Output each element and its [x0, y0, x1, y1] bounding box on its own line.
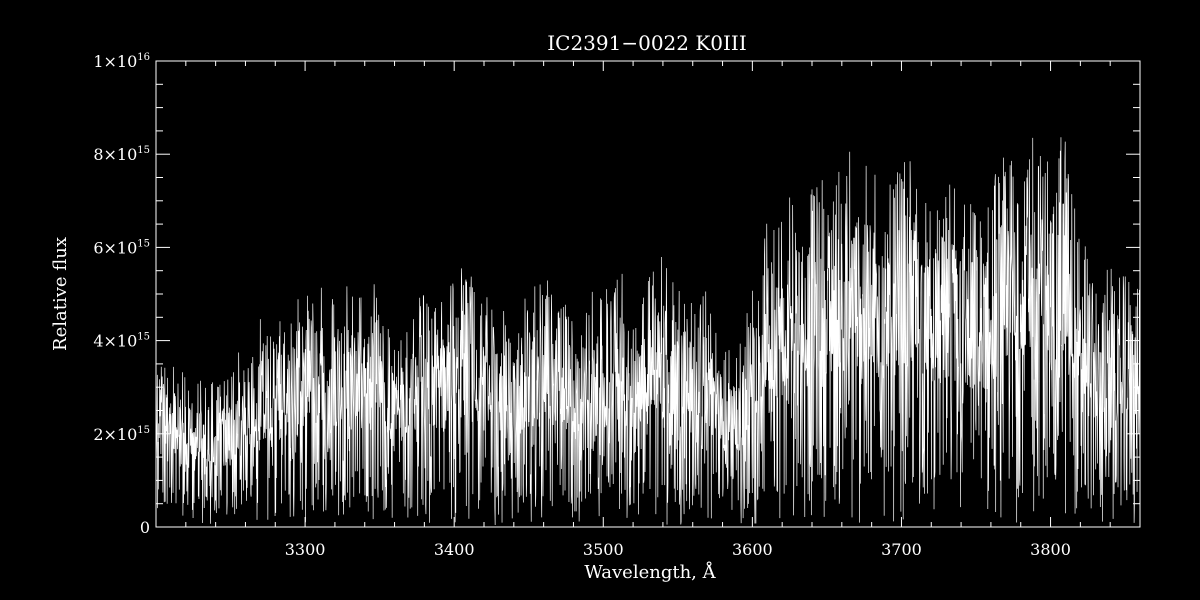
- y-axis-label: Relative flux: [50, 237, 71, 351]
- x-tick-label: 3600: [732, 540, 773, 559]
- spectrum-series: [155, 137, 1141, 526]
- chart-title: IC2391−0022 K0III: [547, 31, 746, 55]
- x-tick-label: 3400: [434, 540, 475, 559]
- y-tick-label: 1×1016: [93, 52, 150, 71]
- x-tick-label: 3800: [1030, 540, 1071, 559]
- x-axis: 3300 3400 3500 3600 3700 3800: [155, 61, 1141, 559]
- y-tick-label: 6×1015: [93, 238, 150, 257]
- y-tick-label: 2×1015: [93, 425, 150, 444]
- y-tick-label: 4×1015: [93, 332, 150, 351]
- x-tick-label: 3300: [285, 540, 326, 559]
- x-tick-label: 3500: [583, 540, 624, 559]
- x-axis-label: Wavelength, Å: [584, 561, 716, 583]
- y-tick-label: 0: [140, 518, 150, 537]
- spectrum-line: [155, 137, 1141, 526]
- x-tick-label: 3700: [881, 540, 922, 559]
- y-axis: 0 2×1015 4×1015 6×1015 8×1015 1×1016: [93, 52, 1140, 537]
- y-tick-label: 8×1015: [93, 145, 150, 164]
